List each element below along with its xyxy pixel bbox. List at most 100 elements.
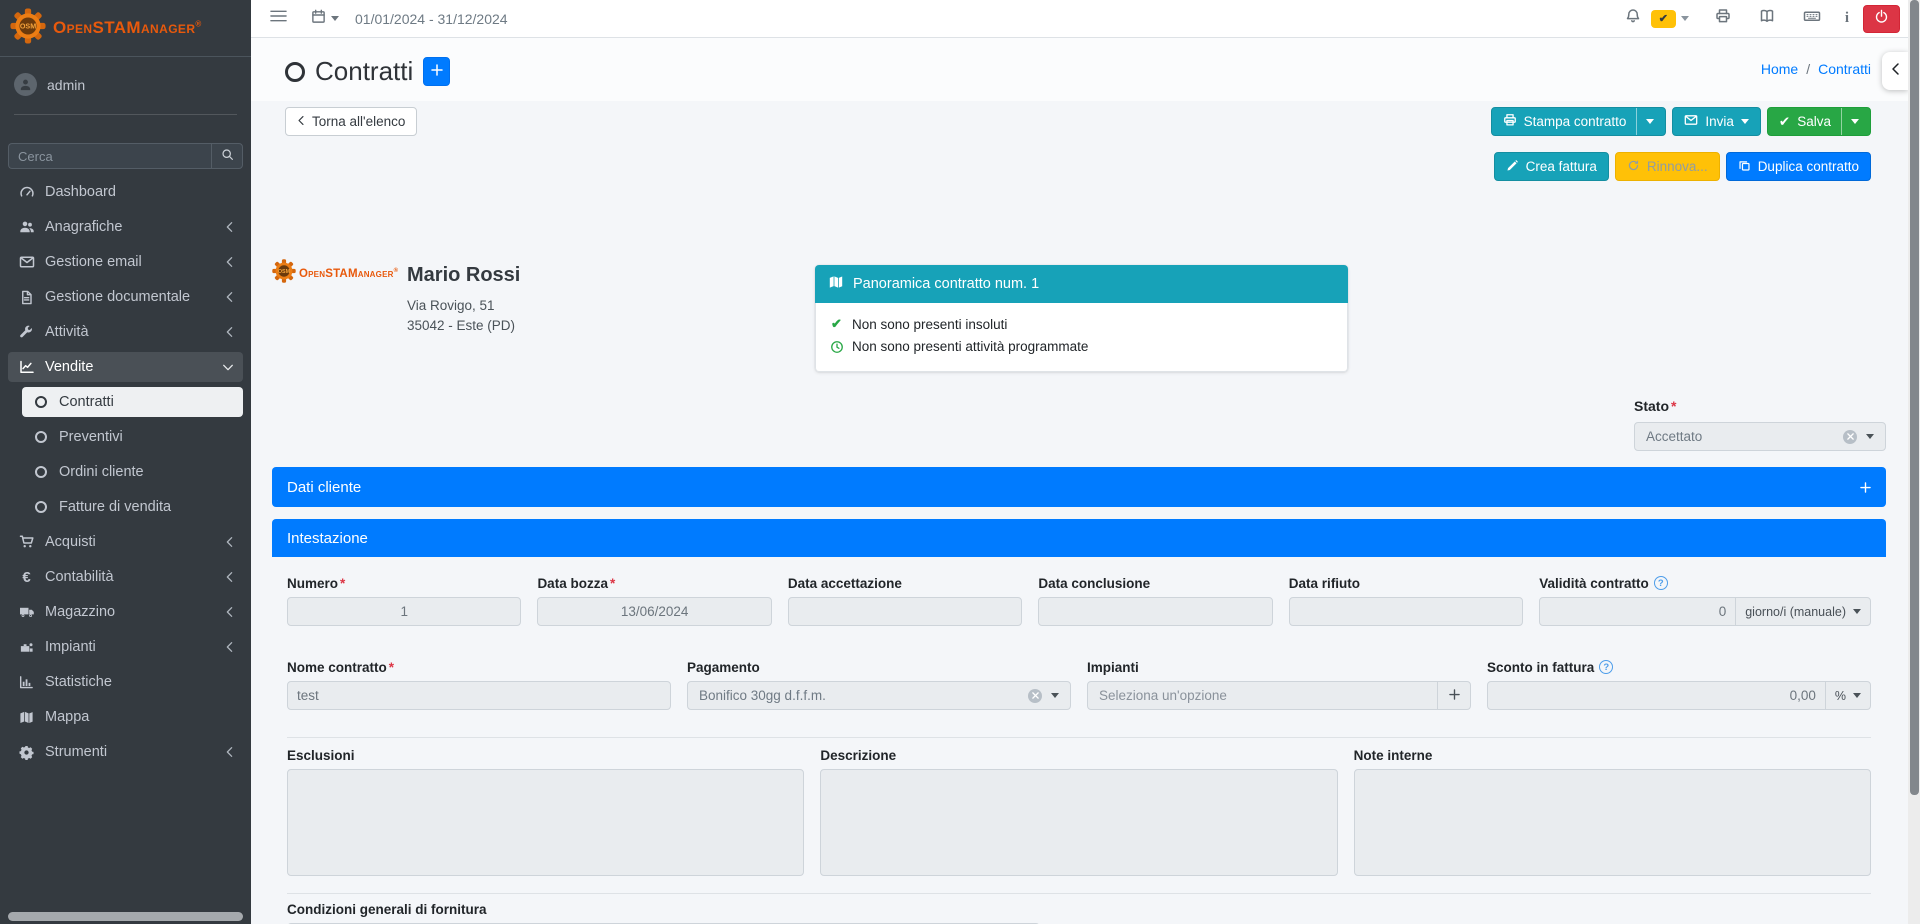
data-bozza-field[interactable]	[537, 597, 772, 626]
sidebar-item-preventivi[interactable]: Preventivi	[22, 422, 243, 452]
sidebar-item-vendite[interactable]: Vendite	[8, 352, 243, 382]
sconto-field[interactable]	[1488, 682, 1825, 709]
help-icon[interactable]: ?	[1653, 576, 1668, 590]
sidebar: OSM OpenSTAManager® admin Dashboard Anag…	[0, 0, 251, 924]
truck-icon	[17, 604, 36, 620]
status-badge: ✔	[1650, 9, 1676, 28]
condizioni-label: Condizioni generali di fornitura	[287, 901, 487, 917]
breadcrumb-home-link[interactable]: Home	[1760, 61, 1799, 77]
calendar-dropdown-button[interactable]	[311, 9, 339, 29]
sidebar-item-acquisti[interactable]: Acquisti	[8, 527, 243, 557]
hamburger-menu-button[interactable]	[270, 9, 287, 28]
send-button[interactable]: Invia	[1672, 107, 1761, 136]
sidebar-item-contabilita[interactable]: € Contabilità	[8, 562, 243, 592]
validita-unit-select[interactable]: giorno/i (manuale)	[1735, 598, 1870, 625]
sidebar-item-strumenti[interactable]: Strumenti	[8, 737, 243, 767]
create-invoice-button[interactable]: Crea fattura	[1493, 152, 1609, 181]
add-impianto-button[interactable]	[1437, 682, 1470, 709]
cart-icon	[17, 534, 36, 550]
help-icon[interactable]: ?	[1599, 660, 1614, 674]
user-panel[interactable]: admin	[14, 73, 237, 115]
sidebar-item-ordini-cliente[interactable]: Ordini cliente	[22, 457, 243, 487]
form-divider	[287, 893, 1871, 894]
contract-form: Numero* Data bozza* Data accettazione Da…	[272, 557, 1886, 924]
sidebar-item-attivita[interactable]: Attività	[8, 317, 243, 347]
sidebar-item-gestione-documentale[interactable]: Gestione documentale	[8, 282, 243, 312]
brand[interactable]: OSM OpenSTAManager®	[0, 0, 251, 57]
sidebar-item-anagrafiche[interactable]: Anagrafiche	[8, 212, 243, 242]
validita-field[interactable]	[1540, 598, 1736, 625]
breadcrumb-current-link[interactable]: Contratti	[1818, 61, 1871, 77]
contract-overview-card: Panoramica contratto num. 1 ✔ Non sono p…	[815, 265, 1348, 372]
sidebar-horizontal-scrollbar[interactable]	[8, 912, 243, 921]
add-contract-button[interactable]	[423, 57, 451, 86]
overview-item-attivita: Non sono presenti attività programmate	[829, 339, 1334, 354]
numero-field[interactable]	[287, 597, 522, 626]
impianti-select[interactable]: Seleziona un'opzione	[1099, 688, 1227, 703]
power-icon	[1874, 9, 1889, 29]
validita-group: giorno/i (manuale)	[1539, 597, 1871, 626]
sidebar-item-gestione-email[interactable]: Gestione email	[8, 247, 243, 277]
date-range[interactable]: 01/01/2024 - 31/12/2024	[355, 10, 508, 27]
sconto-unit-select[interactable]: %	[1824, 682, 1870, 709]
duplicate-contract-button[interactable]: Duplica contratto	[1725, 152, 1871, 181]
collapse-panel-button[interactable]	[1882, 52, 1908, 90]
chevron-left-icon	[225, 221, 234, 233]
vertical-scrollbar[interactable]	[1908, 0, 1920, 924]
overview-header: Panoramica contratto num. 1	[815, 265, 1348, 303]
caret-down-icon	[1853, 693, 1861, 698]
sidebar-item-dashboard[interactable]: Dashboard	[8, 177, 243, 207]
back-to-list-button[interactable]: Torna all'elenco	[285, 107, 418, 136]
nome-contratto-label: Nome contratto *	[287, 659, 395, 675]
overview-body: ✔ Non sono presenti insoluti Non sono pr…	[815, 303, 1348, 372]
sidebar-item-contratti[interactable]: Contratti	[22, 387, 243, 417]
sidebar-item-magazzino[interactable]: Magazzino	[8, 597, 243, 627]
clear-icon[interactable]	[1028, 688, 1042, 703]
docs-button[interactable]	[1759, 8, 1775, 29]
data-conclusione-field[interactable]	[1038, 597, 1273, 626]
breadcrumb: Home / Contratti	[1761, 61, 1871, 77]
search-button[interactable]	[211, 143, 243, 169]
status-select[interactable]: Accettato	[1634, 422, 1886, 451]
osm-gear-logo-icon: OSM	[10, 7, 46, 49]
esclusioni-field[interactable]	[287, 769, 805, 876]
overview-item-insoluti: ✔ Non sono presenti insoluti	[829, 316, 1334, 332]
validita-label: Validità contratto?	[1539, 575, 1871, 591]
data-accettazione-field[interactable]	[787, 597, 1023, 626]
caret-down-icon	[1852, 609, 1861, 614]
circle-icon	[31, 501, 50, 513]
machine-icon	[17, 640, 36, 655]
print-button[interactable]	[1715, 8, 1731, 29]
nome-contratto-field[interactable]	[287, 681, 671, 710]
save-dropdown-toggle[interactable]	[1841, 108, 1859, 135]
plus-icon	[431, 63, 443, 81]
module-circle-icon	[285, 61, 305, 82]
save-button[interactable]: ✔ Salva	[1766, 107, 1871, 136]
print-dropdown-toggle[interactable]	[1636, 108, 1655, 135]
renew-button[interactable]: Rinnova...	[1614, 152, 1720, 181]
check-icon: ✔	[1778, 113, 1791, 129]
data-rifiuto-field[interactable]	[1288, 597, 1524, 626]
sidebar-item-statistiche[interactable]: Statistiche	[8, 667, 243, 697]
client-address-line2: 35042 - Este (PD)	[407, 318, 516, 333]
note-interne-field[interactable]	[1353, 769, 1871, 876]
notifications-button[interactable]	[1625, 8, 1641, 29]
shortcuts-button[interactable]	[1803, 8, 1821, 29]
sidebar-item-impianti[interactable]: Impianti	[8, 632, 243, 662]
status-check-dropdown[interactable]: ✔	[1650, 9, 1689, 28]
print-contract-button[interactable]: Stampa contratto	[1490, 107, 1667, 136]
sidebar-item-mappa[interactable]: Mappa	[8, 702, 243, 732]
logout-button[interactable]	[1863, 4, 1900, 33]
descrizione-field[interactable]	[820, 769, 1338, 876]
sidebar-item-fatture-di-vendita[interactable]: Fatture di vendita	[22, 492, 243, 522]
search-input[interactable]	[8, 143, 211, 169]
clear-icon[interactable]	[1843, 429, 1857, 444]
circle-icon	[31, 396, 50, 408]
info-button[interactable]: i	[1845, 10, 1849, 27]
printer-icon	[1715, 8, 1731, 29]
section-dati-cliente[interactable]: Dati cliente	[272, 467, 1886, 507]
expand-plus-icon[interactable]	[1860, 481, 1871, 493]
section-intestazione[interactable]: Intestazione	[272, 519, 1886, 557]
scrollbar-thumb[interactable]	[1909, 0, 1919, 795]
pagamento-select[interactable]: Bonifico 30gg d.f.f.m.	[687, 681, 1071, 710]
